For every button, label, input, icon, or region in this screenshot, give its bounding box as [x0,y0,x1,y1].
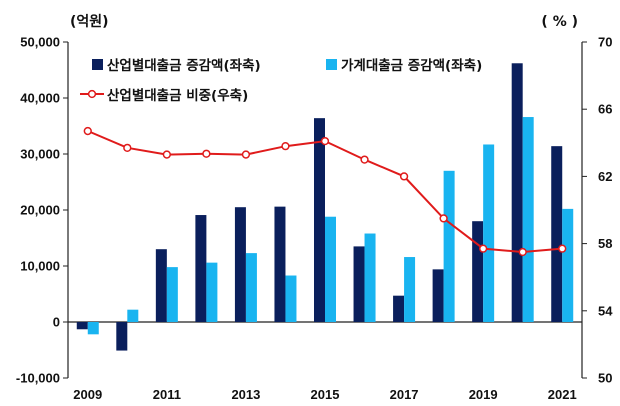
bar-industry-2019 [472,221,484,322]
legend-swatch-household [326,59,337,70]
bar-industry-2021 [551,146,563,322]
bar-household-2014 [285,275,297,322]
left-tick-label: 30,000 [20,147,60,162]
right-tick-label: 70 [598,35,612,50]
share-point-2014 [281,142,290,151]
bar-household-2021 [562,208,574,322]
share-point-2021 [558,244,567,253]
left-axis-ticks: -10,000 0 10,000 20,000 30,000 40,000 50,000 [16,35,68,386]
left-tick-label: 0 [53,315,60,330]
bar-industry-2011 [155,249,167,322]
x-tick-label: 2015 [311,387,340,402]
right-tick-label: 62 [598,169,612,184]
bar-industry-2017 [393,295,405,322]
x-tick-label: 2017 [390,387,419,402]
bar-industry-2018 [432,269,444,322]
right-tick-label: 50 [598,371,612,386]
bar-household-2012 [206,262,218,322]
bar-household-2020 [522,117,534,322]
legend-label-household: 가계대출금 증감액(좌축) [341,57,482,74]
share-point-2016 [360,155,369,164]
bar-industry-2010 [116,322,128,351]
bar-industry-2020 [511,63,523,322]
bar-industry-2014 [274,206,286,322]
share-point-2011 [162,150,171,159]
legend-marker-share [87,89,97,99]
left-axis-unit: (억원) [70,14,109,30]
x-axis-ticks: 2009 2011 2013 2015 2017 2019 2021 [73,387,576,402]
right-tick-label: 66 [598,102,612,117]
x-tick-label: 2009 [73,387,102,402]
bar-industry-2015 [314,118,325,322]
left-tick-label: 50,000 [20,35,60,50]
legend-label-share: 산업별대출금 비중(우축) [107,87,248,104]
x-tick-label: 2019 [469,387,498,402]
share-point-2015 [320,136,330,146]
share-point-2018 [439,214,448,223]
legend-swatch-industry [92,59,103,70]
left-tick-label: 10,000 [20,259,60,274]
share-point-2009 [83,126,92,136]
right-tick-label: 54 [598,303,613,318]
share-point-2013 [241,150,251,159]
bar-household-2010 [127,309,139,322]
x-tick-label: 2011 [153,387,181,402]
share-point-2019 [479,244,488,253]
share-point-2010 [123,143,132,152]
bar-household-2018 [443,170,455,322]
share-point-2020 [518,247,527,257]
bar-household-2015 [325,216,336,322]
right-tick-label: 58 [598,236,612,251]
legend: 산업별대출금 증감액(좌축) 가계대출금 증감액(좌축) 산업별대출금 비중(우… [80,57,482,104]
left-tick-label: 40,000 [20,91,60,106]
x-tick-label: 2013 [231,387,260,402]
share-point-2012 [202,149,211,158]
legend-label-industry: 산업별대출금 증감액(좌축) [107,57,261,74]
bar-industry-2016 [353,246,365,322]
bar-household-2013 [245,253,257,322]
bar-industry-2009 [76,322,88,330]
share-point-2017 [399,172,409,181]
bar-industry-2013 [234,207,246,322]
bar-household-2009 [87,322,99,335]
left-tick-label: 20,000 [20,203,60,218]
share-line-layer [83,126,567,257]
left-tick-label: -10,000 [16,371,60,386]
bar-industry-2012 [195,215,207,322]
bar-household-2017 [404,257,416,322]
bar-household-2019 [483,144,495,322]
right-axis-unit: ( % ) [541,14,578,30]
right-axis-ticks: 50 54 58 62 66 70 [582,35,613,386]
bars [76,63,574,351]
bar-household-2016 [364,233,376,322]
x-tick-label: 2021 [548,387,577,402]
bar-household-2011 [166,267,178,322]
